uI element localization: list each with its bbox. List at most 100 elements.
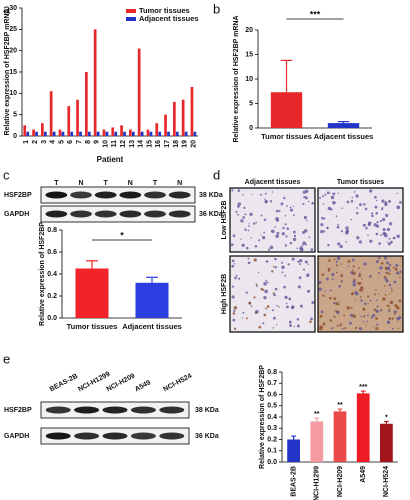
cell <box>282 226 285 230</box>
error-bar <box>337 408 343 412</box>
lane-label: BEAS-2B <box>49 373 79 394</box>
cell <box>269 200 273 203</box>
cell <box>324 193 327 196</box>
x-tick-label: 19 <box>182 140 189 148</box>
cell <box>382 297 386 301</box>
bar <box>146 129 150 136</box>
cell <box>259 193 262 196</box>
blot-band <box>94 210 117 218</box>
bar <box>93 29 97 136</box>
cell <box>247 261 251 265</box>
cell <box>320 310 324 314</box>
error-bar <box>337 121 350 124</box>
cell <box>288 320 292 324</box>
comparison-label: * <box>120 230 124 240</box>
cell <box>299 259 303 263</box>
cell <box>281 261 284 264</box>
cell <box>310 317 313 321</box>
cell <box>383 284 386 287</box>
y-tick-label: 0.2 <box>47 293 57 300</box>
cell <box>263 231 266 234</box>
cell <box>289 324 292 327</box>
cell <box>286 205 288 207</box>
cell <box>265 279 268 282</box>
cell <box>384 256 388 260</box>
cell <box>273 293 276 297</box>
cell <box>396 306 400 310</box>
cell <box>250 305 253 307</box>
cell <box>340 263 343 265</box>
y-axis-label: Relative expression of HSF2BP mRNA <box>4 8 11 135</box>
cell <box>390 287 393 290</box>
bar <box>96 131 100 136</box>
cell <box>336 271 338 274</box>
cell <box>361 278 363 280</box>
cell <box>391 317 394 320</box>
cell <box>329 296 332 300</box>
cell <box>379 219 382 223</box>
cell <box>320 229 324 234</box>
panel-label: c <box>3 167 10 182</box>
cell <box>240 219 244 223</box>
cell <box>367 314 369 317</box>
cell <box>382 228 386 232</box>
cell <box>353 191 356 193</box>
cell <box>355 194 359 198</box>
cell <box>241 243 245 247</box>
cell <box>324 290 327 292</box>
cell <box>267 248 271 251</box>
cell <box>307 200 310 203</box>
cell <box>336 256 341 261</box>
bar <box>52 131 56 136</box>
cell <box>384 233 388 238</box>
cell <box>292 230 296 234</box>
cell <box>371 214 374 218</box>
cell <box>339 244 343 249</box>
cell <box>309 320 312 324</box>
cell <box>325 277 329 281</box>
cell <box>302 241 306 245</box>
cell <box>331 273 335 277</box>
blot-band <box>74 406 100 414</box>
cell <box>341 207 343 209</box>
cell <box>274 257 277 261</box>
cell <box>380 262 384 265</box>
cell <box>306 219 308 222</box>
cell <box>257 271 260 274</box>
bar <box>190 86 194 136</box>
cell <box>389 300 394 305</box>
cell <box>276 231 280 235</box>
bar <box>102 129 106 136</box>
cell <box>237 202 242 206</box>
x-tick-label: Adjacent tissues <box>314 132 374 141</box>
cell <box>265 200 268 203</box>
cell <box>365 324 367 326</box>
cell <box>341 280 343 283</box>
x-tick-label: 2 <box>32 140 39 144</box>
cell <box>271 191 274 193</box>
blot-band <box>144 191 166 199</box>
cell <box>296 324 300 328</box>
cell <box>388 317 391 321</box>
protein-label: GAPDH <box>4 211 29 218</box>
cell <box>389 270 391 272</box>
y-tick-label: 5 <box>249 100 253 107</box>
y-tick-label: 0 <box>249 125 253 132</box>
x-tick-label: Tumor tissues <box>67 322 118 331</box>
cell <box>296 247 299 250</box>
cell <box>385 213 389 218</box>
cell <box>367 303 369 305</box>
cell <box>303 215 308 220</box>
cell <box>396 320 399 322</box>
cell <box>301 244 304 246</box>
x-tick-label: 9 <box>94 140 101 144</box>
y-axis-label: Relative expression of HSF2BP mRNA <box>233 15 240 142</box>
cell <box>242 216 245 219</box>
cell <box>233 309 236 313</box>
significance-label: ** <box>337 402 343 409</box>
bar <box>44 131 47 136</box>
cell <box>351 269 354 272</box>
cell <box>263 282 267 286</box>
bar <box>67 106 71 136</box>
cell <box>334 309 336 312</box>
